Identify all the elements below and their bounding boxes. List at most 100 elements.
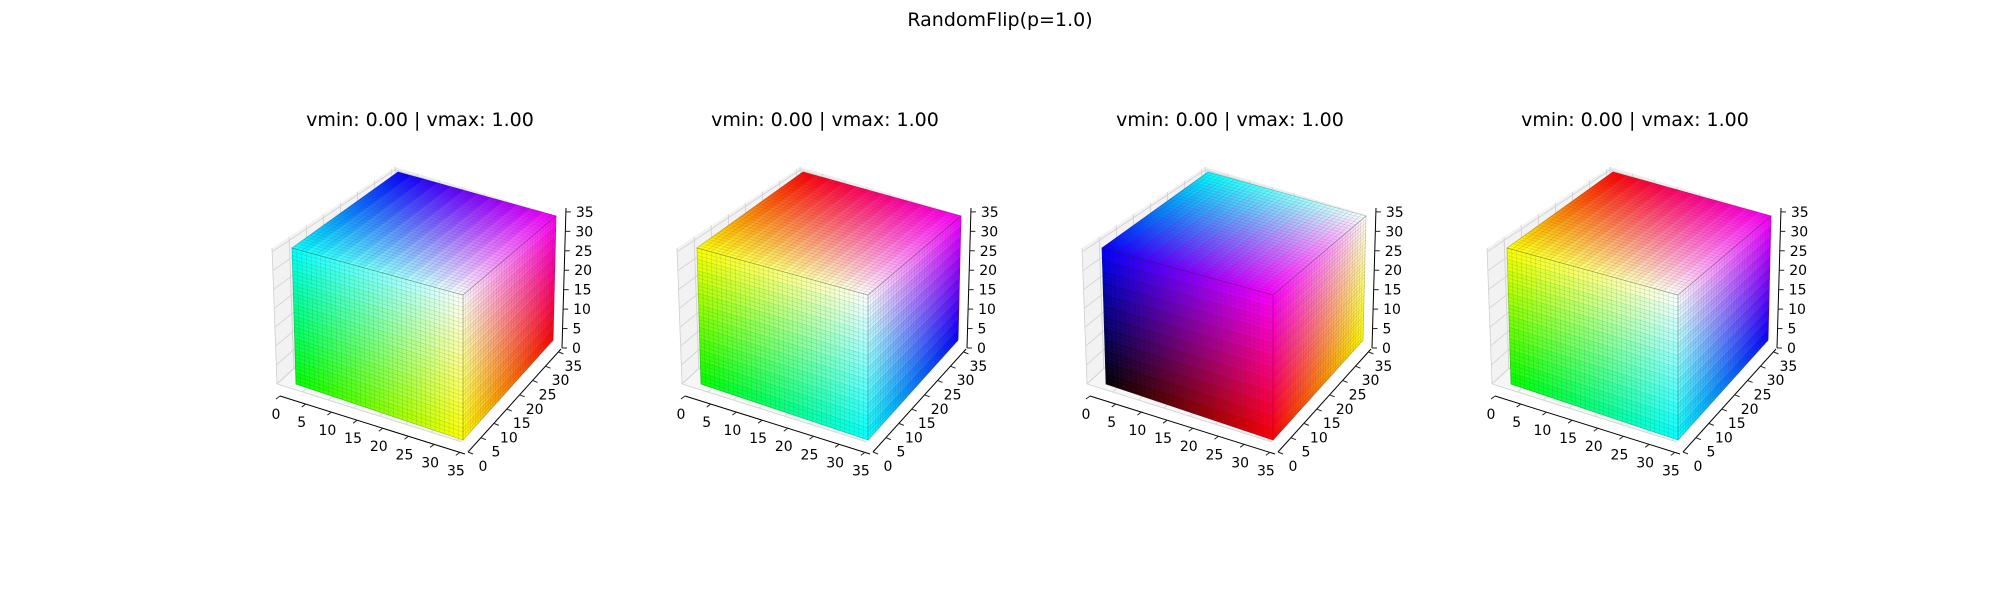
- mesh-line: [711, 175, 817, 253]
- mesh-line: [824, 283, 827, 427]
- cube-front-edge: [1506, 247, 1679, 441]
- mesh-line: [1536, 226, 1704, 274]
- mesh-line: [1337, 237, 1341, 368]
- mesh-line: [1677, 232, 1771, 316]
- mesh-line: [391, 275, 394, 417]
- mesh-line: [1677, 281, 1770, 372]
- x-tick-label: 15: [1559, 431, 1577, 447]
- x-tick: [860, 451, 866, 456]
- mesh-line: [782, 193, 883, 272]
- mesh-line: [1598, 182, 1759, 228]
- mesh-line: [527, 237, 531, 368]
- x-tick-label: 10: [1128, 423, 1146, 439]
- y-tick-label: 15: [918, 416, 936, 432]
- mesh-line: [1153, 262, 1158, 402]
- cube-top-face: [291, 171, 557, 296]
- mesh-line: [1677, 226, 1771, 308]
- mesh-line: [779, 188, 941, 234]
- mesh-line: [1272, 315, 1364, 413]
- mesh-line: [1597, 194, 1697, 274]
- mesh-line: [295, 368, 464, 425]
- mesh-line: [1720, 257, 1723, 393]
- mesh-line: [362, 197, 526, 243]
- mesh-line: [897, 268, 900, 407]
- mesh-line: [1527, 232, 1697, 280]
- mesh-line: [1103, 304, 1274, 356]
- mesh-line: [714, 235, 884, 283]
- cube-front-edge: [291, 247, 464, 441]
- x-tick-label: 10: [318, 423, 336, 439]
- mesh-line: [1509, 327, 1679, 380]
- mesh-line: [927, 242, 931, 374]
- mesh-line: [867, 281, 960, 372]
- cube-front-face: [696, 247, 869, 441]
- mesh-line: [292, 255, 464, 304]
- mesh-line: [293, 311, 464, 364]
- x-tick-label: 10: [1533, 423, 1551, 439]
- mesh-line: [1717, 259, 1720, 396]
- x-tick: [455, 451, 461, 456]
- mesh-line: [1554, 183, 1658, 262]
- mesh-line: [295, 364, 464, 421]
- mesh-line: [389, 178, 549, 223]
- z-tick-label: 10: [978, 302, 996, 318]
- mesh-line: [462, 298, 555, 392]
- mesh-line: [359, 199, 523, 245]
- mesh-line: [1239, 285, 1241, 430]
- mesh-line: [434, 208, 530, 288]
- mesh-line: [1568, 203, 1733, 250]
- mesh-line: [512, 251, 515, 385]
- mesh-line: [1539, 224, 1707, 272]
- mesh-line: [1762, 220, 1767, 346]
- mesh-line: [799, 173, 959, 219]
- mesh-line: [545, 222, 549, 349]
- mesh-line: [367, 268, 371, 409]
- mesh-line: [294, 330, 464, 384]
- y-tick: [1342, 380, 1348, 383]
- mesh-line: [1563, 263, 1567, 403]
- y-tick: [1290, 437, 1297, 441]
- mesh-line: [1163, 203, 1328, 250]
- mesh-line: [772, 268, 776, 409]
- z-tick-label: 30: [980, 224, 998, 240]
- z-tick-label: 10: [573, 302, 591, 318]
- mesh-line: [746, 211, 912, 258]
- mesh-line: [1634, 283, 1637, 427]
- mesh-line: [1521, 175, 1627, 253]
- mesh-line: [310, 253, 315, 391]
- mesh-line: [796, 197, 896, 276]
- mesh-line: [900, 266, 902, 404]
- mesh-line: [1677, 239, 1771, 324]
- mesh-line: [1196, 180, 1356, 226]
- x-tick: [732, 411, 737, 416]
- x-tick: [1490, 395, 1496, 400]
- subplot-title: vmin: 0.00 | vmax: 1.00: [711, 109, 939, 131]
- mesh-line: [700, 368, 869, 425]
- x-tick: [783, 427, 789, 432]
- mesh-line: [1102, 255, 1274, 304]
- mesh-line: [744, 183, 848, 262]
- mesh-line: [1345, 231, 1349, 360]
- y-tick-label: 35: [1780, 359, 1798, 375]
- y-tick: [1695, 437, 1702, 441]
- mesh-line: [1507, 277, 1679, 328]
- mesh-line: [1635, 204, 1732, 284]
- mesh-line: [324, 224, 492, 272]
- mesh-line: [485, 275, 487, 416]
- mesh-line: [890, 275, 892, 416]
- mesh-line: [1106, 172, 1213, 250]
- mesh-line: [462, 291, 555, 384]
- z-tick-label: 15: [1789, 283, 1807, 299]
- mesh-line: [1677, 277, 1770, 368]
- mesh-line: [515, 248, 518, 382]
- mesh-line: [362, 267, 366, 408]
- mesh-line: [1322, 251, 1325, 385]
- mesh-line: [867, 329, 959, 429]
- x-tick: [680, 395, 686, 400]
- mesh-line: [294, 338, 464, 392]
- mesh-line: [306, 237, 476, 285]
- mesh-line: [292, 270, 464, 320]
- mesh-line: [462, 257, 556, 344]
- mesh-line: [1110, 241, 1281, 289]
- mesh-line: [353, 203, 518, 250]
